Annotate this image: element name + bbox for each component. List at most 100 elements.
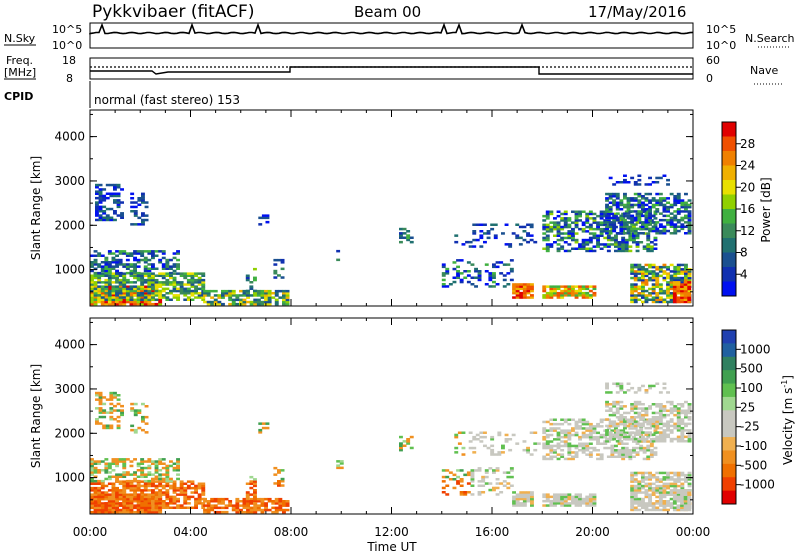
echo-cell (158, 302, 163, 306)
echo-cell (669, 502, 674, 505)
echo-cell (571, 221, 575, 224)
echo-cell (581, 444, 586, 448)
echo-cell (615, 424, 620, 428)
echo-cell (100, 281, 105, 284)
echo-cell (120, 188, 124, 191)
echo-cell (687, 212, 692, 215)
echo-cell (626, 389, 631, 392)
echo-cell (567, 493, 572, 496)
echo-cell (651, 181, 656, 184)
echo-cell (630, 229, 635, 233)
echo-cell (655, 227, 660, 231)
echo-cell (479, 236, 484, 240)
echo-cell (644, 283, 649, 286)
echo-cell (545, 294, 550, 297)
echo-cell (100, 506, 105, 510)
echo-cell (144, 205, 149, 209)
echo-cell (610, 429, 615, 432)
echo-cell (549, 429, 554, 432)
echo-cell (111, 510, 116, 514)
echo-cell (588, 225, 593, 229)
echo-cell (239, 300, 243, 304)
echo-cell (136, 276, 141, 280)
echo-cell (560, 495, 565, 499)
echo-cell (93, 276, 98, 280)
echo-cell (628, 451, 633, 454)
echo-cell (519, 497, 524, 501)
echo-cell (90, 500, 94, 503)
echo-cell (100, 285, 105, 288)
echo-cell (143, 298, 148, 301)
echo-cell (256, 500, 261, 503)
echo-cell (486, 446, 491, 450)
echo-cell (545, 236, 550, 240)
echo-cell (563, 210, 568, 213)
echo-cell (676, 298, 681, 301)
echo-cell (623, 391, 627, 394)
echo-cell (158, 261, 163, 264)
echo-cell (260, 294, 265, 297)
echo-cell (104, 256, 109, 260)
echo-cell (542, 420, 547, 424)
echo-cell (95, 391, 99, 395)
echo-cell (669, 223, 674, 226)
echo-cell (133, 458, 137, 461)
echo-cell (648, 192, 652, 196)
echo-cell (592, 493, 597, 496)
echo-cell (630, 276, 635, 280)
echo-cell (567, 422, 572, 426)
echo-cell (662, 218, 667, 222)
echo-cell (599, 212, 604, 216)
echo-cell (655, 199, 660, 202)
echo-cell (672, 287, 677, 291)
echo-cell (648, 386, 652, 390)
echo-cell (102, 424, 107, 427)
echo-cell (133, 489, 137, 492)
echo-cell (644, 484, 649, 488)
echo-cell (194, 289, 198, 293)
echo-cell (116, 402, 121, 406)
echo-cell (93, 298, 98, 301)
echo-cell (612, 199, 617, 202)
echo-cell (672, 281, 677, 284)
echo-cell (490, 438, 495, 441)
echo-cell (563, 493, 568, 496)
echo-cell (492, 280, 496, 284)
echo-cell (98, 391, 103, 395)
echo-cell (630, 506, 635, 509)
echo-cell (673, 482, 678, 486)
echo-cell (639, 449, 644, 452)
echo-cell (612, 400, 617, 404)
echo-cell (676, 263, 681, 267)
echo-cell (475, 438, 480, 441)
echo-cell (129, 510, 134, 514)
echo-cell (466, 274, 471, 277)
echo-cell (118, 302, 123, 306)
ytick-label: 2000 (54, 218, 85, 232)
echo-cell (98, 201, 103, 204)
echo-cell (596, 245, 600, 248)
echo-cell (140, 298, 145, 301)
echo-cell (615, 205, 620, 209)
echo-cell (246, 504, 250, 507)
echo-cell (662, 478, 667, 481)
echo-cell (628, 236, 633, 240)
echo-cell (630, 203, 635, 207)
echo-cell (624, 446, 629, 450)
echo-cell (680, 298, 684, 301)
echo-cell (644, 296, 649, 299)
echo-cell (666, 426, 670, 430)
echo-cell (617, 438, 622, 441)
echo-cell (245, 278, 250, 282)
echo-cell (666, 435, 670, 439)
echo-cell (151, 298, 155, 301)
echo-cell (116, 409, 121, 412)
echo-cell (641, 294, 645, 297)
echo-cell (277, 480, 281, 483)
echo-cell (556, 214, 561, 218)
echo-cell (493, 234, 498, 237)
echo-cell (151, 460, 155, 463)
echo-cell (213, 500, 218, 503)
echo-cell (605, 437, 609, 441)
echo-cell (637, 424, 642, 428)
